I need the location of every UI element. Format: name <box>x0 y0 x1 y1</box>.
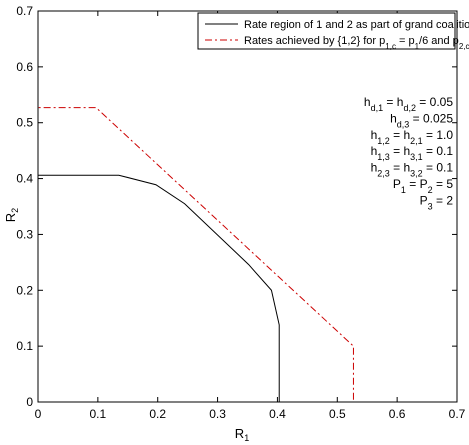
series-layer <box>37 107 354 403</box>
y-tick-label: 0.2 <box>16 283 33 297</box>
x-tick-label: 0.6 <box>389 407 406 421</box>
series-line-2 <box>37 107 354 403</box>
parameter-annotation-line: P1 = P2 = 5 <box>393 177 453 195</box>
parameter-annotation-line: hd,1 = hd,2 = 0.05 <box>364 95 453 113</box>
y-tick-label: 0 <box>26 395 33 409</box>
x-tick-label: 0.7 <box>449 407 466 421</box>
y-tick-label: 0.3 <box>16 227 33 241</box>
legend: Rate region of 1 and 2 as part of grand … <box>197 12 469 51</box>
parameter-annotation-line: P3 = 2 <box>420 193 454 211</box>
legend-box <box>197 12 456 50</box>
y-tick-label: 0.5 <box>16 116 33 130</box>
x-tick-label: 0.5 <box>329 407 346 421</box>
x-tick-label: 0.3 <box>209 407 226 421</box>
parameter-annotation-line: h1,3 = h3,1 = 0.1 <box>371 144 454 162</box>
x-tick-label: 0.4 <box>269 407 286 421</box>
series-line-1 <box>37 174 280 403</box>
y-tick-label: 0.1 <box>16 339 33 353</box>
y-tick-label: 0.7 <box>16 4 33 18</box>
x-tick-label: 0.2 <box>149 407 166 421</box>
plot-frame <box>37 10 458 403</box>
parameter-annotation-line: hd,3 = 0.025 <box>390 111 453 129</box>
x-axis-label: R1 <box>235 426 249 443</box>
ticks-layer: 0 0.1 0.2 0.3 0.4 0.5 0.6 0.7 0 0.1 0.2 0.3 0.4 0.5 0.… <box>16 4 465 421</box>
y-tick-label: 0.4 <box>16 172 33 186</box>
legend-entry-series-2: Rates achieved by {1,2} for p1,c = p1/6 … <box>244 35 469 51</box>
y-tick-label: 0.6 <box>16 60 33 74</box>
legend-entry-series-1: Rate region of 1 and 2 as part of grand … <box>244 19 469 31</box>
y-axis-label: R2 <box>3 208 20 222</box>
x-tick-label: 0.1 <box>90 407 107 421</box>
parameter-annotation-line: h1,2 = h2,1 = 1.0 <box>371 128 454 146</box>
x-tick-label: 0 <box>35 407 42 421</box>
parameter-annotation-line: h2,3 = h3,2 = 0.1 <box>371 161 454 179</box>
